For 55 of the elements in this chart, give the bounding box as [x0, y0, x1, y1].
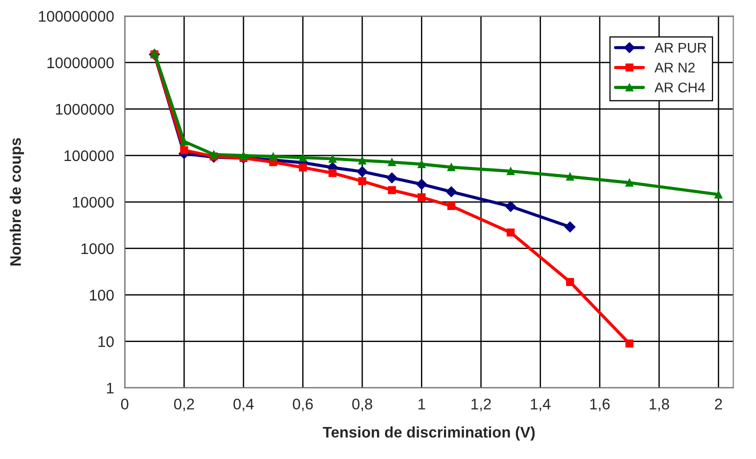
point	[210, 150, 218, 158]
point	[388, 186, 396, 194]
x-tick-label: 1,6	[590, 398, 610, 412]
x-tick-label: 1	[418, 398, 426, 410]
legend-label: AR CH4	[654, 82, 705, 92]
point	[506, 167, 515, 176]
point	[447, 163, 456, 172]
point	[388, 158, 396, 166]
point	[180, 146, 188, 154]
x-tick-label: 1,2	[472, 398, 491, 412]
point	[269, 152, 278, 161]
point	[625, 340, 634, 348]
point	[180, 138, 188, 146]
y-axis-title: Nombre de coups	[10, 138, 24, 266]
point	[418, 160, 426, 168]
x-tick-label: 0,4	[233, 398, 254, 412]
point	[328, 154, 337, 163]
y-tick-label: 1000	[82, 243, 114, 254]
y-tick-label: 1	[106, 382, 114, 394]
point	[358, 156, 366, 164]
point	[416, 178, 428, 190]
point	[566, 172, 574, 181]
y-tick-label: 100	[90, 290, 114, 301]
point	[505, 201, 516, 212]
x-tick-label: 2	[714, 398, 722, 410]
point	[298, 164, 307, 172]
x-axis-title: Tension de discrimination (V)	[322, 426, 535, 441]
point	[356, 166, 368, 178]
x-tick-label: 0,6	[292, 398, 313, 412]
x-tick-label: 0	[121, 398, 128, 410]
x-tick-label: 0,2	[174, 398, 194, 412]
point	[566, 278, 574, 286]
point	[564, 222, 576, 232]
point	[358, 177, 366, 186]
x-tick-label: 0,8	[352, 398, 372, 412]
point	[446, 186, 457, 198]
legend-label: AR PUR	[654, 42, 706, 53]
legend-label: AR N2	[654, 62, 695, 72]
point	[506, 228, 515, 237]
y-tick-label: 10000000	[48, 57, 114, 68]
y-tick-label: 1000000	[56, 104, 114, 115]
y-tick-label: 100000	[64, 150, 114, 162]
point	[239, 151, 248, 160]
y-tick-label: 10000	[73, 196, 114, 208]
x-tick-label: 1,4	[530, 398, 551, 412]
point	[298, 154, 307, 162]
point	[447, 202, 456, 210]
point	[625, 178, 634, 187]
point	[714, 190, 722, 198]
y-tick-label: 10	[98, 336, 114, 348]
point	[418, 193, 426, 202]
point	[386, 172, 398, 184]
x-tick-label: 1,8	[650, 398, 670, 412]
point	[328, 169, 337, 177]
y-tick-label: 100000000	[39, 10, 114, 22]
